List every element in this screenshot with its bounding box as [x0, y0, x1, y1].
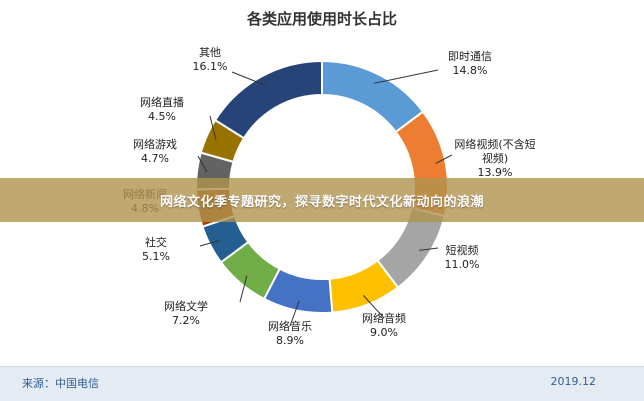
slice-label-1: 视频) — [482, 151, 508, 165]
slice-0 — [321, 59, 425, 134]
leader-line-2 — [419, 247, 439, 251]
leader-line-1 — [435, 154, 453, 164]
leader-line-9 — [209, 115, 217, 141]
leader-line-0 — [373, 69, 439, 84]
slice-label-5: 网络文学 — [164, 299, 208, 313]
slice-value-8: 4.7% — [141, 152, 169, 165]
banner-text: 网络文化季专题研究，探寻数字时代文化新动向的浪潮 — [159, 194, 484, 210]
leader-line-5 — [239, 275, 248, 303]
leader-line-8 — [197, 155, 208, 173]
slice-value-3: 9.0% — [370, 326, 398, 339]
slice-label-10: 其他 — [199, 46, 221, 59]
source-text: 来源：中国电信 — [22, 377, 99, 390]
slice-value-2: 11.0% — [445, 258, 480, 271]
leader-line-4 — [289, 300, 300, 327]
slice-label-6: 社交 — [145, 235, 167, 249]
slice-value-5: 7.2% — [172, 314, 200, 327]
slice-label-3: 网络音频 — [362, 311, 406, 325]
slice-label-0: 即时通信 — [448, 50, 492, 63]
chart-title: 各类应用使用时长占比 — [246, 10, 397, 28]
slice-label-1: 网络视频(不含短 — [454, 137, 535, 151]
leader-line-6 — [199, 240, 220, 247]
slice-value-10: 16.1% — [193, 60, 228, 73]
overlay-banner: 网络文化季专题研究，探寻数字时代文化新动向的浪潮 — [0, 178, 644, 222]
slice-value-1: 13.9% — [478, 166, 513, 179]
slice-label-4: 网络音乐 — [268, 319, 312, 333]
slice-label-9: 网络直播 — [140, 95, 184, 109]
slice-10 — [213, 59, 323, 140]
leader-lines — [197, 69, 453, 327]
footer-bar: 来源：中国电信 2019.12 — [0, 366, 644, 401]
slice-value-0: 14.8% — [453, 64, 488, 77]
slice-value-9: 4.5% — [148, 110, 176, 123]
date-text: 2019.12 — [550, 375, 597, 388]
leader-line-10 — [231, 71, 266, 86]
slice-label-8: 网络游戏 — [133, 137, 177, 151]
slice-value-6: 5.1% — [142, 250, 170, 263]
leader-line-3 — [362, 295, 385, 319]
slice-label-2: 短视频 — [446, 243, 479, 257]
slice-value-4: 8.9% — [276, 334, 304, 347]
